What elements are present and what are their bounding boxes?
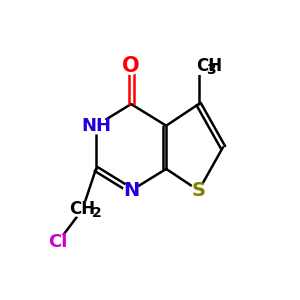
Text: N: N bbox=[123, 181, 139, 200]
Ellipse shape bbox=[191, 183, 206, 198]
Text: CH: CH bbox=[196, 57, 222, 75]
Ellipse shape bbox=[124, 183, 139, 198]
Text: O: O bbox=[122, 56, 140, 76]
Ellipse shape bbox=[184, 58, 214, 74]
Ellipse shape bbox=[51, 234, 66, 249]
Text: Cl: Cl bbox=[48, 233, 68, 251]
Text: CH: CH bbox=[69, 200, 95, 218]
Text: 3: 3 bbox=[206, 63, 216, 77]
Text: NH: NH bbox=[81, 117, 111, 135]
Ellipse shape bbox=[123, 58, 139, 74]
Ellipse shape bbox=[71, 202, 94, 217]
Ellipse shape bbox=[84, 118, 108, 134]
Text: S: S bbox=[192, 181, 206, 200]
Text: 2: 2 bbox=[92, 206, 102, 220]
